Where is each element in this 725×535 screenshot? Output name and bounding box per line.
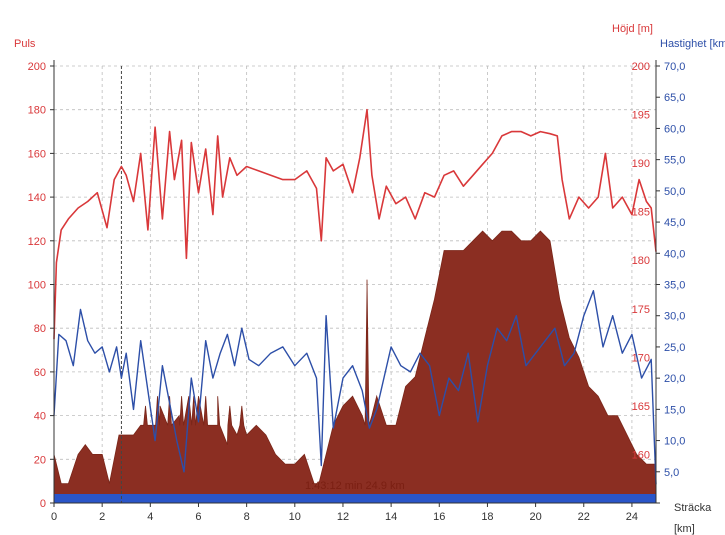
x-tick-label: 20: [529, 511, 541, 523]
right2-tick-label: 45,0: [664, 217, 685, 229]
left-tick-label: 20: [34, 454, 46, 466]
x-tick-label: 12: [337, 511, 349, 523]
left-tick-label: 0: [40, 498, 46, 510]
right2-tick-label: 35,0: [664, 280, 685, 292]
right2-tick-label: 20,0: [664, 373, 685, 385]
left-tick-label: 180: [28, 105, 46, 117]
right1-tick-label: 180: [632, 255, 650, 267]
right2-tick-label: 25,0: [664, 342, 685, 354]
right2-tick-label: 55,0: [664, 155, 685, 167]
right1-tick-label: 165: [632, 401, 650, 413]
left-tick-label: 140: [28, 192, 46, 204]
x-tick-label: 18: [481, 511, 493, 523]
x-tick-label: 4: [147, 511, 153, 523]
x-tick-label: 6: [195, 511, 201, 523]
left-tick-label: 120: [28, 236, 46, 248]
right2-tick-label: 50,0: [664, 186, 685, 198]
x-tick-label: 14: [385, 511, 397, 523]
right1-tick-label: 200: [632, 61, 650, 73]
left-tick-label: 40: [34, 411, 46, 423]
puls-path: [53, 108, 657, 340]
baseline-rect: [54, 494, 656, 503]
x-tick-label: 24: [626, 511, 638, 523]
x-axis-label: Sträcka: [674, 502, 712, 514]
left-tick-label: 160: [28, 148, 46, 160]
left-tick-label: 200: [28, 61, 46, 73]
axes: [53, 60, 660, 504]
right2-tick-label: 5,0: [664, 467, 679, 479]
summary-annotation: 1:43:12 min 24.9 km: [305, 480, 405, 492]
right2-tick-label: 30,0: [664, 311, 685, 323]
right2-tick-label: 70,0: [664, 61, 685, 73]
right2-tick-label: 40,0: [664, 248, 685, 260]
right1-axis-label: Höjd [m]: [612, 23, 653, 35]
right1-tick-label: 195: [632, 110, 650, 122]
left-tick-label: 60: [34, 367, 46, 379]
right2-tick-label: 15,0: [664, 404, 685, 416]
right1-tick-label: 185: [632, 207, 650, 219]
x-axis-unit: [km]: [674, 523, 695, 535]
x-tick-label: 0: [51, 511, 57, 523]
x-tick-label: 16: [433, 511, 445, 523]
puls-line: [53, 108, 657, 340]
right1-tick-label: 190: [632, 158, 650, 170]
left-axis-label: Puls: [14, 38, 36, 50]
speed-baseline-bar: [54, 494, 656, 503]
x-tick-label: 2: [99, 511, 105, 523]
right2-tick-label: 65,0: [664, 92, 685, 104]
right1-tick-label: 175: [632, 304, 650, 316]
tick-labels: 0204060801001201401601802001601651701751…: [28, 61, 686, 523]
hastighet-path: [53, 290, 657, 485]
right2-tick-label: 10,0: [664, 436, 685, 448]
right1-tick-label: 160: [632, 449, 650, 461]
x-tick-label: 8: [244, 511, 250, 523]
hastighet-line: [53, 290, 657, 485]
x-tick-label: 22: [578, 511, 590, 523]
right2-tick-label: 60,0: [664, 123, 685, 135]
left-tick-label: 80: [34, 323, 46, 335]
left-tick-label: 100: [28, 280, 46, 292]
right2-axis-label: Hastighet [km/h]: [660, 38, 725, 50]
right1-tick-label: 170: [632, 352, 650, 364]
x-tick-label: 10: [289, 511, 301, 523]
